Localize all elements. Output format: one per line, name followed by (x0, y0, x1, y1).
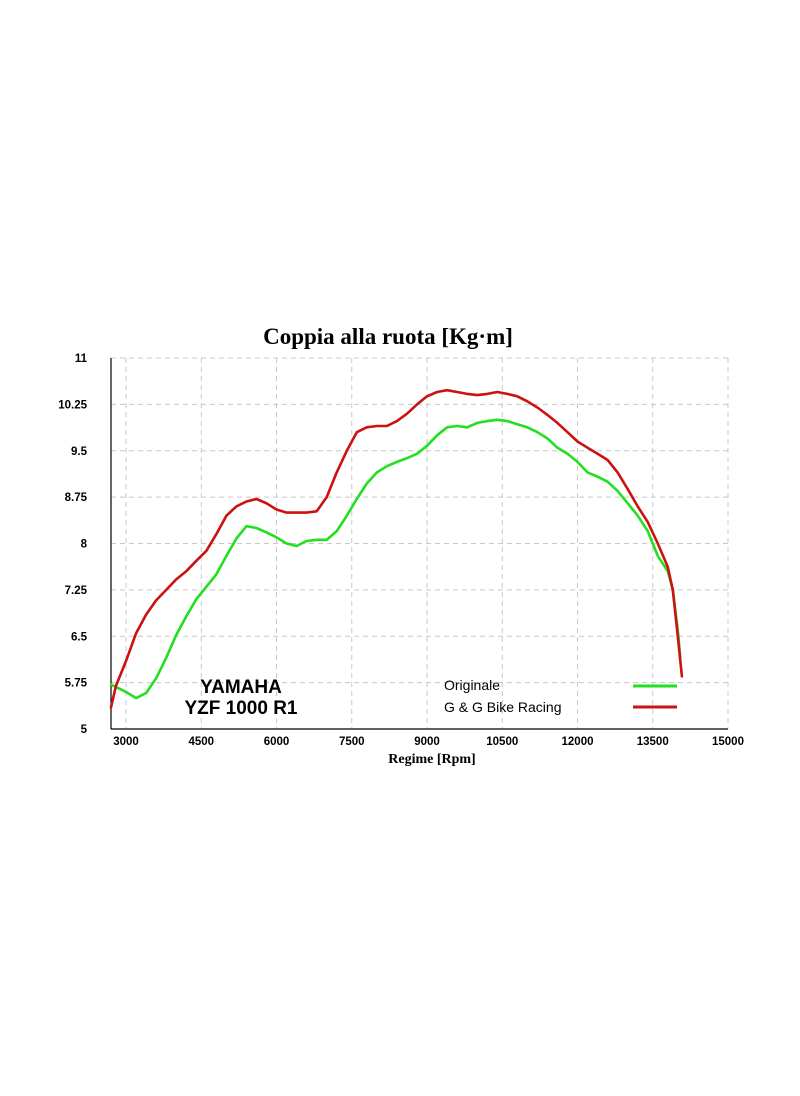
series-line-gg-bike-racing (109, 388, 684, 709)
y-axis-ticks: 11 10.25 9.5 8.75 8 7.25 6.5 5.75 5 (58, 353, 87, 736)
y-tick-label: 5 (81, 724, 88, 736)
x-tick-label: 12000 (562, 736, 594, 748)
series-lines (109, 388, 684, 709)
x-axis-label: Regime [Rpm] (388, 752, 475, 767)
y-tick-label: 6.5 (71, 631, 88, 643)
y-tick-label: 9.5 (71, 446, 88, 458)
x-tick-label: 3000 (113, 736, 139, 748)
legend: Originale G & G Bike Racing (444, 677, 677, 715)
annotation-line-1: YAMAHA (200, 677, 282, 698)
x-axis-ticks: 3000 4500 6000 7500 9000 10500 12000 13500 15000 (113, 736, 744, 748)
x-tick-label: 10500 (486, 736, 518, 748)
x-tick-label: 6000 (264, 736, 290, 748)
x-tick-label: 4500 (188, 736, 214, 748)
chart-title: Coppia alla ruota [Kg·m] (263, 324, 513, 349)
legend-label-originale: Originale (444, 677, 500, 693)
x-tick-label: 7500 (339, 736, 365, 748)
x-tick-label: 13500 (637, 736, 669, 748)
series-line-originale (109, 418, 682, 700)
model-annotation: YAMAHA YZF 1000 R1 (185, 677, 298, 719)
y-tick-label: 8 (81, 539, 88, 551)
grid-lines (111, 357, 729, 729)
y-tick-label: 7.25 (65, 585, 88, 597)
axes (110, 358, 728, 730)
x-tick-label: 9000 (414, 736, 440, 748)
y-tick-label: 10.25 (58, 399, 87, 411)
y-tick-label: 8.75 (65, 492, 88, 504)
legend-label-gg-bike-racing: G & G Bike Racing (444, 699, 562, 715)
x-tick-label: 15000 (712, 736, 744, 748)
annotation-line-2: YZF 1000 R1 (185, 698, 298, 719)
y-tick-label: 11 (75, 353, 88, 365)
y-tick-label: 5.75 (65, 678, 88, 690)
